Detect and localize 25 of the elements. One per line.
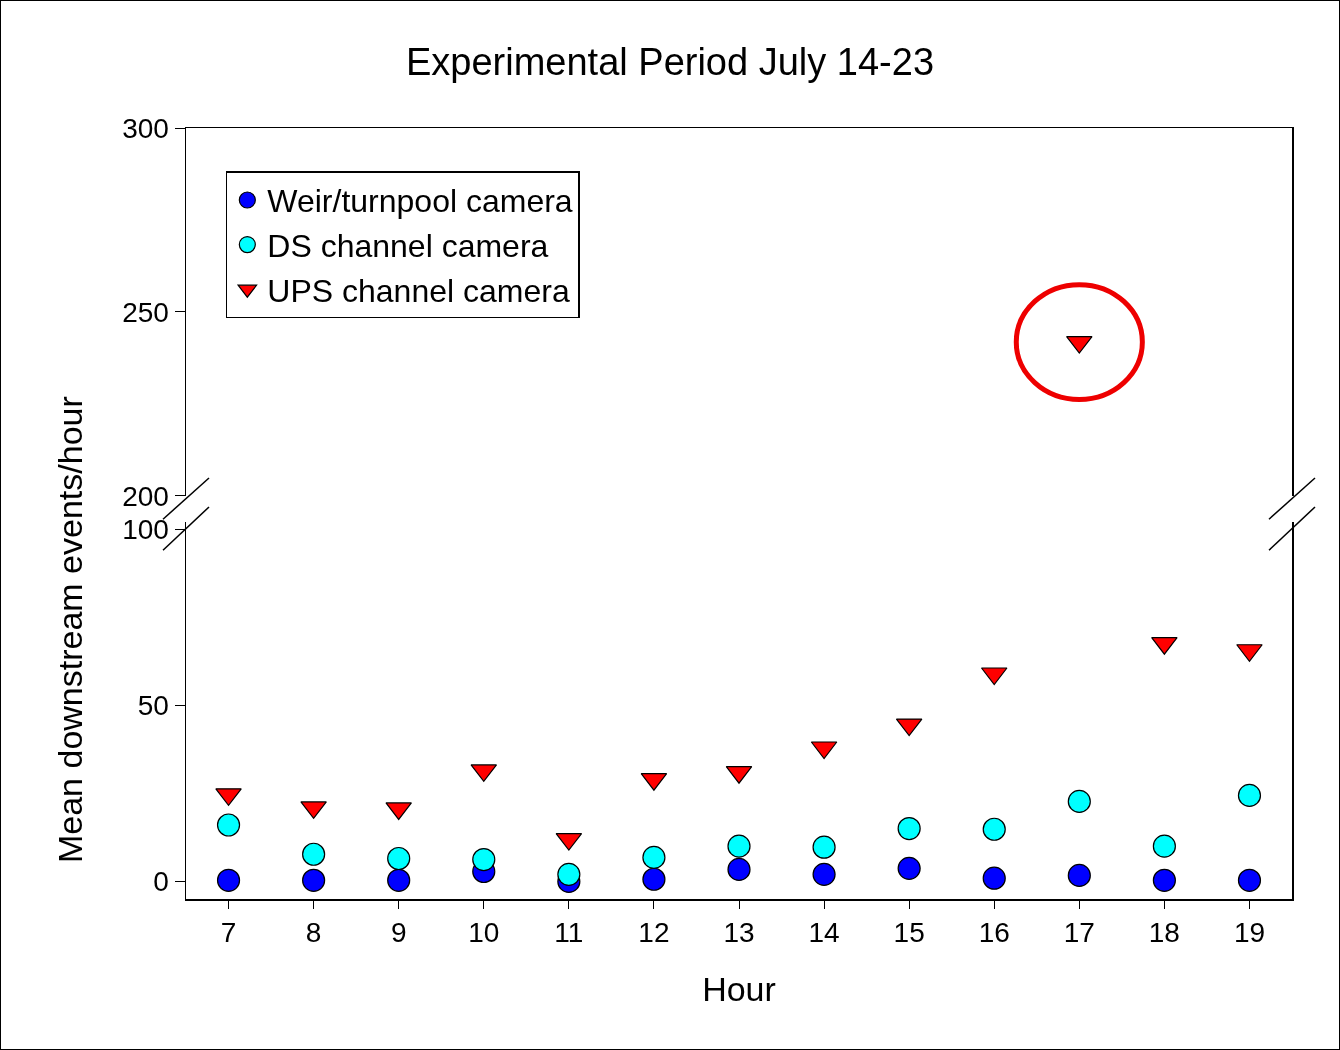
y-tick-label: 200 (122, 480, 169, 512)
x-tick-label: 15 (893, 917, 925, 949)
x-tick-label: 7 (220, 917, 237, 949)
y-tick-label: 250 (122, 296, 169, 328)
x-tick-label: 14 (808, 917, 840, 949)
x-tick-label: 17 (1063, 917, 1095, 949)
y-tick-label: 0 (153, 866, 169, 898)
x-tick-label: 12 (638, 917, 670, 949)
x-axis-title: Hour (702, 970, 776, 1009)
x-tick-label: 11 (554, 917, 584, 949)
legend-label: UPS channel camera (267, 272, 570, 309)
chart-title: Experimental Period July 14-23 (405, 40, 935, 83)
y-tick-label: 50 (137, 690, 169, 721)
x-tick-label: 19 (1233, 917, 1266, 949)
x-tick-label: 8 (305, 917, 322, 949)
x-tick-label: 10 (468, 917, 500, 949)
y-tick-label: 300 (122, 112, 169, 144)
x-tick-label: 9 (390, 917, 407, 949)
x-tick-label: 18 (1148, 917, 1180, 949)
x-tick-label: 16 (978, 917, 1010, 949)
x-tick-label: 13 (723, 917, 755, 949)
legend-label: DS channel camera (267, 228, 549, 265)
y-tick-label: 100 (122, 513, 169, 545)
legend-label: Weir/turnpool camera (267, 183, 573, 220)
y-axis-title: Mean downstream events/hour (50, 396, 89, 864)
